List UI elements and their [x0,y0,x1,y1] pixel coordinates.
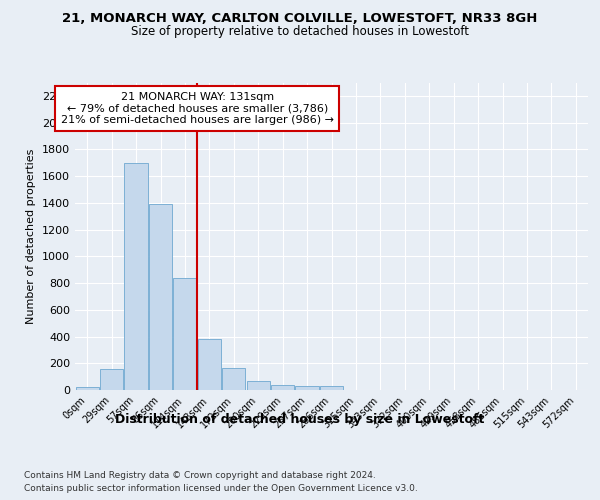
Bar [100,370,123,390]
Bar [76,388,99,390]
Bar [271,385,294,390]
Text: Contains HM Land Registry data © Crown copyright and database right 2024.: Contains HM Land Registry data © Crown c… [24,471,376,480]
Bar [320,386,343,390]
Text: Distribution of detached houses by size in Lowestoft: Distribution of detached houses by size … [115,412,485,426]
Y-axis label: Number of detached properties: Number of detached properties [26,148,37,324]
Text: Size of property relative to detached houses in Lowestoft: Size of property relative to detached ho… [131,25,469,38]
Bar [295,386,319,390]
Bar [173,278,197,390]
Text: 21 MONARCH WAY: 131sqm
← 79% of detached houses are smaller (3,786)
21% of semi-: 21 MONARCH WAY: 131sqm ← 79% of detached… [61,92,334,125]
Bar [124,162,148,390]
Text: Contains public sector information licensed under the Open Government Licence v3: Contains public sector information licen… [24,484,418,493]
Bar [198,339,221,390]
Bar [149,204,172,390]
Text: 21, MONARCH WAY, CARLTON COLVILLE, LOWESTOFT, NR33 8GH: 21, MONARCH WAY, CARLTON COLVILLE, LOWES… [62,12,538,26]
Bar [222,368,245,390]
Bar [247,382,270,390]
